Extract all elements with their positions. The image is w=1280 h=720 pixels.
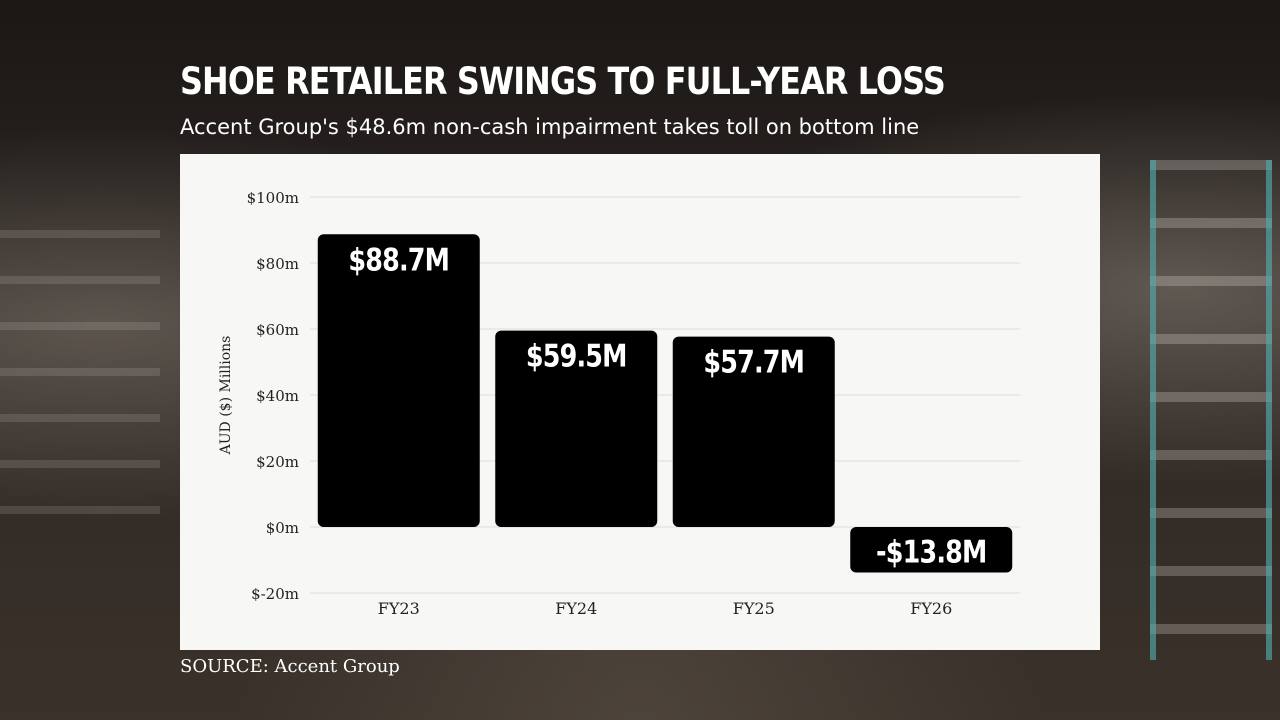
data-label: $59.5M [526, 338, 627, 374]
y-tick-label: $20m [256, 453, 299, 471]
chart-subtitle: Accent Group's $48.6m non-cash impairmen… [180, 115, 920, 139]
y-tick-label: $40m [256, 387, 299, 405]
shoe-shelf-right [1150, 160, 1272, 660]
y-axis-ticks: $100m $80m $60m $40m $20m $0m $-20m [247, 189, 299, 603]
x-tick-label: FY24 [555, 599, 597, 618]
data-label: $57.7M [703, 344, 804, 380]
bar-fy23 [317, 234, 480, 527]
x-tick-label: FY23 [378, 599, 420, 618]
x-axis-ticks: FY23 FY24 FY25 FY26 [378, 599, 953, 618]
y-tick-label: $60m [256, 321, 299, 339]
y-tick-label: $80m [256, 255, 299, 273]
bar-fy26 [850, 527, 1013, 573]
y-tick-label: $0m [266, 519, 299, 537]
chart-title: SHOE RETAILER SWINGS TO FULL-YEAR LOSS [180, 60, 946, 103]
data-labels: $88.7M $59.5M $57.7M -$13.8M [348, 242, 987, 570]
x-tick-label: FY26 [910, 599, 952, 618]
source-note: SOURCE: Accent Group [180, 656, 400, 677]
shoe-shelf-left [0, 230, 160, 530]
bar-fy25 [672, 336, 835, 527]
y-tick-label: $-20m [251, 585, 299, 603]
bars [317, 234, 1013, 573]
x-tick-label: FY25 [733, 599, 775, 618]
bar-chart: $100m $80m $60m $40m $20m $0m $-20m AUD ($) Mi… [218, 189, 1020, 618]
chart-panel: $100m $80m $60m $40m $20m $0m $-20m AUD ($) Mi… [180, 154, 1100, 650]
data-label: $88.7M [348, 242, 449, 278]
y-axis-label: AUD ($) Millions [218, 336, 234, 456]
y-tick-label: $100m [247, 189, 299, 207]
bar-fy24 [495, 330, 658, 527]
data-label: -$13.8M [876, 534, 986, 570]
